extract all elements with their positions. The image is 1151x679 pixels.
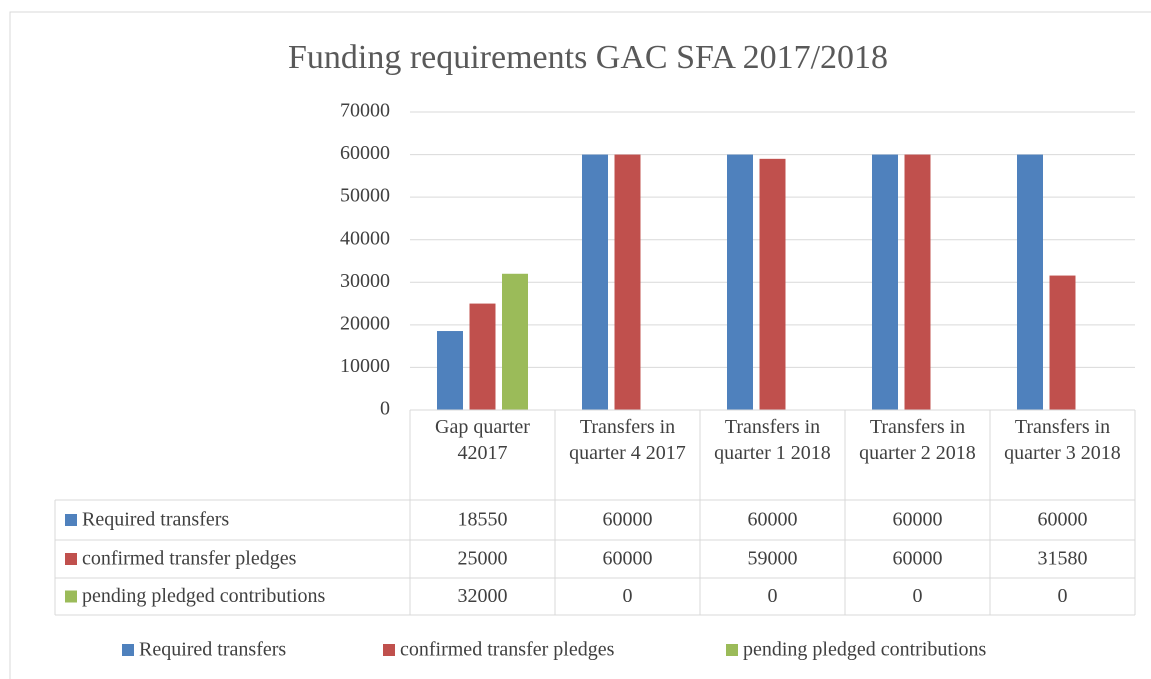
x-tick-label: Transfers in quarter 1 2018 [714, 416, 831, 464]
y-tick-label: 10000 [340, 355, 390, 377]
table-row-label: pending pledged contributions [82, 585, 326, 607]
chart-title: Funding requirements GAC SFA 2017/2018 [288, 39, 888, 76]
x-tick-label: Transfers in quarter 4 2017 [569, 416, 686, 464]
y-tick-label: 50000 [340, 185, 390, 207]
table-value: 60000 [893, 509, 943, 531]
legend-label: pending pledged contributions [743, 639, 987, 661]
legend-key [726, 644, 738, 656]
bar [727, 154, 753, 410]
legend-label: confirmed transfer pledges [400, 639, 615, 661]
legend-key [122, 644, 134, 656]
table-row-label: Required transfers [82, 509, 229, 531]
table-value: 60000 [1038, 509, 1088, 531]
table-value: 25000 [458, 548, 508, 570]
table-value: 0 [913, 585, 923, 607]
table-legend-key [65, 553, 77, 565]
bar [872, 154, 898, 410]
table-value: 60000 [748, 509, 798, 531]
bar [469, 303, 496, 410]
x-tick-label: Gap quarter 42017 [435, 416, 530, 464]
bar [437, 331, 463, 410]
y-tick-label: 0 [380, 398, 390, 420]
table-legend-key [65, 590, 77, 603]
table-value: 60000 [603, 548, 653, 570]
table-value: 59000 [748, 548, 798, 570]
bar [1017, 154, 1043, 410]
chart-frame [9, 11, 1151, 679]
x-tick-label: Transfers in quarter 3 2018 [1004, 416, 1121, 464]
legend-label: Required transfers [139, 639, 286, 661]
bar [1049, 275, 1076, 410]
bar [614, 154, 641, 410]
y-tick-label: 20000 [340, 312, 390, 334]
bar [502, 273, 528, 410]
table-value: 60000 [603, 509, 653, 531]
table-value: 60000 [893, 548, 943, 570]
table-value: 0 [623, 585, 633, 607]
table-value: 18550 [458, 509, 508, 531]
table-row-label: confirmed transfer pledges [82, 548, 297, 570]
table-legend-key [65, 514, 77, 526]
x-tick-label: Transfers in quarter 2 2018 [859, 416, 976, 464]
bar [904, 154, 931, 410]
bar [582, 154, 608, 410]
y-tick-label: 60000 [340, 142, 390, 164]
legend-key [383, 644, 395, 656]
table-value: 31580 [1038, 548, 1088, 570]
y-tick-label: 70000 [340, 100, 390, 122]
table-value: 32000 [458, 585, 508, 607]
table-value: 0 [1058, 585, 1068, 607]
table-value: 0 [768, 585, 778, 607]
y-tick-label: 40000 [340, 227, 390, 249]
bar [759, 158, 786, 410]
y-tick-label: 30000 [340, 270, 390, 292]
